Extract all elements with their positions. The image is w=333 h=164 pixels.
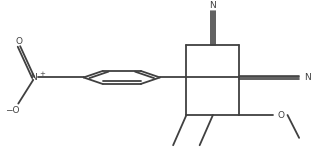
- Text: O: O: [278, 111, 285, 120]
- Text: N: N: [304, 73, 311, 82]
- Text: N: N: [209, 1, 216, 10]
- Text: O: O: [15, 37, 22, 46]
- Text: +: +: [39, 71, 45, 77]
- Text: N: N: [30, 73, 37, 82]
- Text: −O: −O: [5, 106, 20, 115]
